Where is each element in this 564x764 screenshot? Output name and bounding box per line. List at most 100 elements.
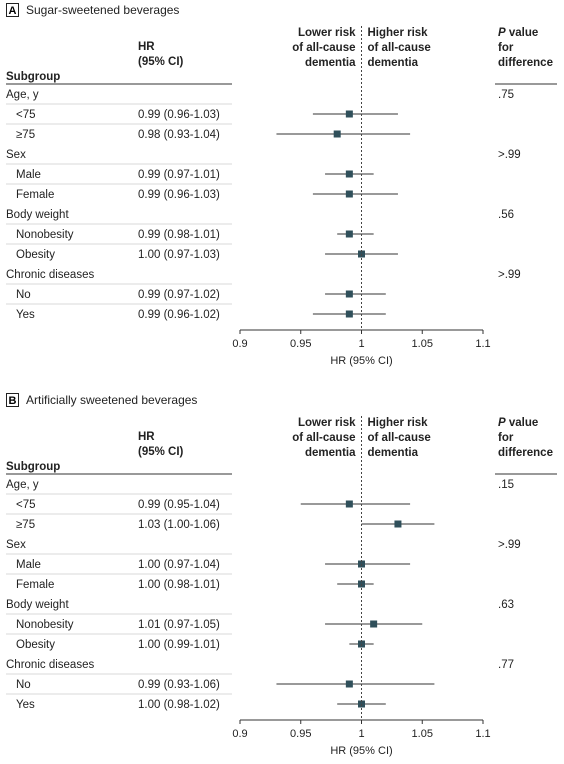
p-value: .77 — [498, 659, 514, 671]
hr-header: HR — [138, 431, 155, 443]
p-header: P value — [498, 27, 538, 39]
hr-ci-value: 0.99 (0.93-1.06) — [138, 679, 220, 691]
x-tick-label: 1 — [358, 338, 364, 350]
rows: Age, y .15 <75 0.99 (0.95-1.04) ≥75 1.03 (1.0… — [6, 479, 521, 711]
p-header-for: for — [498, 42, 514, 54]
x-tick-label: 1.1 — [475, 338, 490, 350]
panel-label: B — [9, 395, 17, 407]
p-value: >.99 — [498, 149, 521, 161]
subgroup-label: <75 — [16, 499, 36, 511]
hr-marker — [333, 130, 341, 138]
hr-ci-value: 0.99 (0.98-1.01) — [138, 229, 220, 241]
x-tick-label: 0.95 — [290, 728, 311, 740]
x-tick-label: 0.9 — [232, 728, 247, 740]
x-tick-label: 0.95 — [290, 338, 311, 350]
p-value: >.99 — [498, 269, 521, 281]
x-axis-label: HR (95% CI) — [330, 355, 392, 367]
p-header-difference: difference — [498, 447, 553, 459]
hr-ci-value: 1.00 (0.97-1.04) — [138, 559, 220, 571]
p-value: .75 — [498, 89, 514, 101]
hr-ci-value: 0.98 (0.93-1.04) — [138, 129, 220, 141]
subgroup-label: Nonobesity — [16, 229, 74, 241]
direction-left-label: of all-cause — [292, 42, 355, 54]
x-tick-label: 1 — [358, 728, 364, 740]
p-header-for: for — [498, 432, 514, 444]
hr-ci-value: 0.99 (0.96-1.03) — [138, 109, 220, 121]
direction-left-label: Lower risk — [298, 27, 356, 39]
hr-header: HR — [138, 41, 155, 53]
direction-right-label: dementia — [368, 447, 419, 459]
p-header: P value — [498, 417, 538, 429]
subgroup-label: Nonobesity — [16, 619, 74, 631]
hr-header-ci: (95% CI) — [138, 56, 184, 68]
subgroup-label: Female — [16, 189, 54, 201]
x-tick-label: 1.05 — [412, 338, 433, 350]
hr-marker — [345, 110, 353, 118]
direction-right-label: of all-cause — [368, 42, 431, 54]
p-value: >.99 — [498, 539, 521, 551]
panel-title: Sugar-sweetened beverages — [26, 3, 179, 17]
panel-a: A Sugar-sweetened beverages HR (95% CI) Subg… — [6, 3, 557, 367]
hr-header-ci: (95% CI) — [138, 446, 184, 458]
x-tick-label: 1.05 — [412, 728, 433, 740]
direction-left-label: dementia — [305, 447, 356, 459]
group-label: Sex — [6, 539, 26, 551]
group-label: Chronic diseases — [6, 269, 94, 281]
hr-ci-value: 1.00 (0.99-1.01) — [138, 639, 220, 651]
direction-right-label: dementia — [368, 57, 419, 69]
x-tick-label: 0.9 — [232, 338, 247, 350]
direction-right-label: Higher risk — [368, 417, 429, 429]
hr-marker — [345, 310, 353, 318]
hr-ci-value: 0.99 (0.96-1.03) — [138, 189, 220, 201]
subgroup-header: Subgroup — [6, 461, 60, 473]
hr-ci-value: 1.00 (0.98-1.02) — [138, 699, 220, 711]
group-label: Body weight — [6, 599, 69, 611]
p-value: .56 — [498, 209, 514, 221]
subgroup-label: Male — [16, 559, 41, 571]
hr-marker — [394, 520, 402, 528]
subgroup-header: Subgroup — [6, 71, 60, 83]
rows: Age, y .75 <75 0.99 (0.96-1.03) ≥75 0.98 (0.9… — [6, 89, 521, 321]
hr-marker — [345, 190, 353, 198]
direction-left-label: of all-cause — [292, 432, 355, 444]
group-label: Body weight — [6, 209, 69, 221]
panel-label-box — [6, 3, 19, 17]
subgroup-label: No — [16, 289, 31, 301]
p-value: .63 — [498, 599, 514, 611]
direction-right-label: Higher risk — [368, 27, 429, 39]
hr-marker — [345, 500, 353, 508]
subgroup-label: ≥75 — [16, 129, 35, 141]
panel-title: Artificially sweetened beverages — [26, 393, 197, 407]
hr-ci-value: 0.99 (0.95-1.04) — [138, 499, 220, 511]
group-label: Age, y — [6, 479, 39, 491]
hr-marker — [345, 290, 353, 298]
direction-right-label: of all-cause — [368, 432, 431, 444]
hr-marker — [345, 230, 353, 238]
subgroup-label: Obesity — [16, 639, 55, 651]
subgroup-label: Yes — [16, 309, 35, 321]
subgroup-label: <75 — [16, 109, 36, 121]
hr-ci-value: 0.99 (0.96-1.02) — [138, 309, 220, 321]
group-label: Age, y — [6, 89, 39, 101]
x-axis-label: HR (95% CI) — [330, 745, 392, 757]
p-value: .15 — [498, 479, 514, 491]
hr-marker — [370, 620, 378, 628]
hr-ci-value: 1.00 (0.98-1.01) — [138, 579, 220, 591]
subgroup-label: Male — [16, 169, 41, 181]
direction-left-label: dementia — [305, 57, 356, 69]
subgroup-label: Obesity — [16, 249, 55, 261]
subgroup-label: Female — [16, 579, 54, 591]
group-label: Sex — [6, 149, 26, 161]
hr-ci-value: 0.99 (0.97-1.01) — [138, 169, 220, 181]
hr-marker — [345, 170, 353, 178]
subgroup-label: No — [16, 679, 31, 691]
group-label: Chronic diseases — [6, 659, 94, 671]
hr-ci-value: 1.03 (1.00-1.06) — [138, 519, 220, 531]
panel-label: A — [9, 5, 17, 17]
hr-ci-value: 1.00 (0.97-1.03) — [138, 249, 220, 261]
panel-label-box — [6, 393, 19, 407]
hr-ci-value: 1.01 (0.97-1.05) — [138, 619, 220, 631]
subgroup-label: Yes — [16, 699, 35, 711]
subgroup-label: ≥75 — [16, 519, 35, 531]
